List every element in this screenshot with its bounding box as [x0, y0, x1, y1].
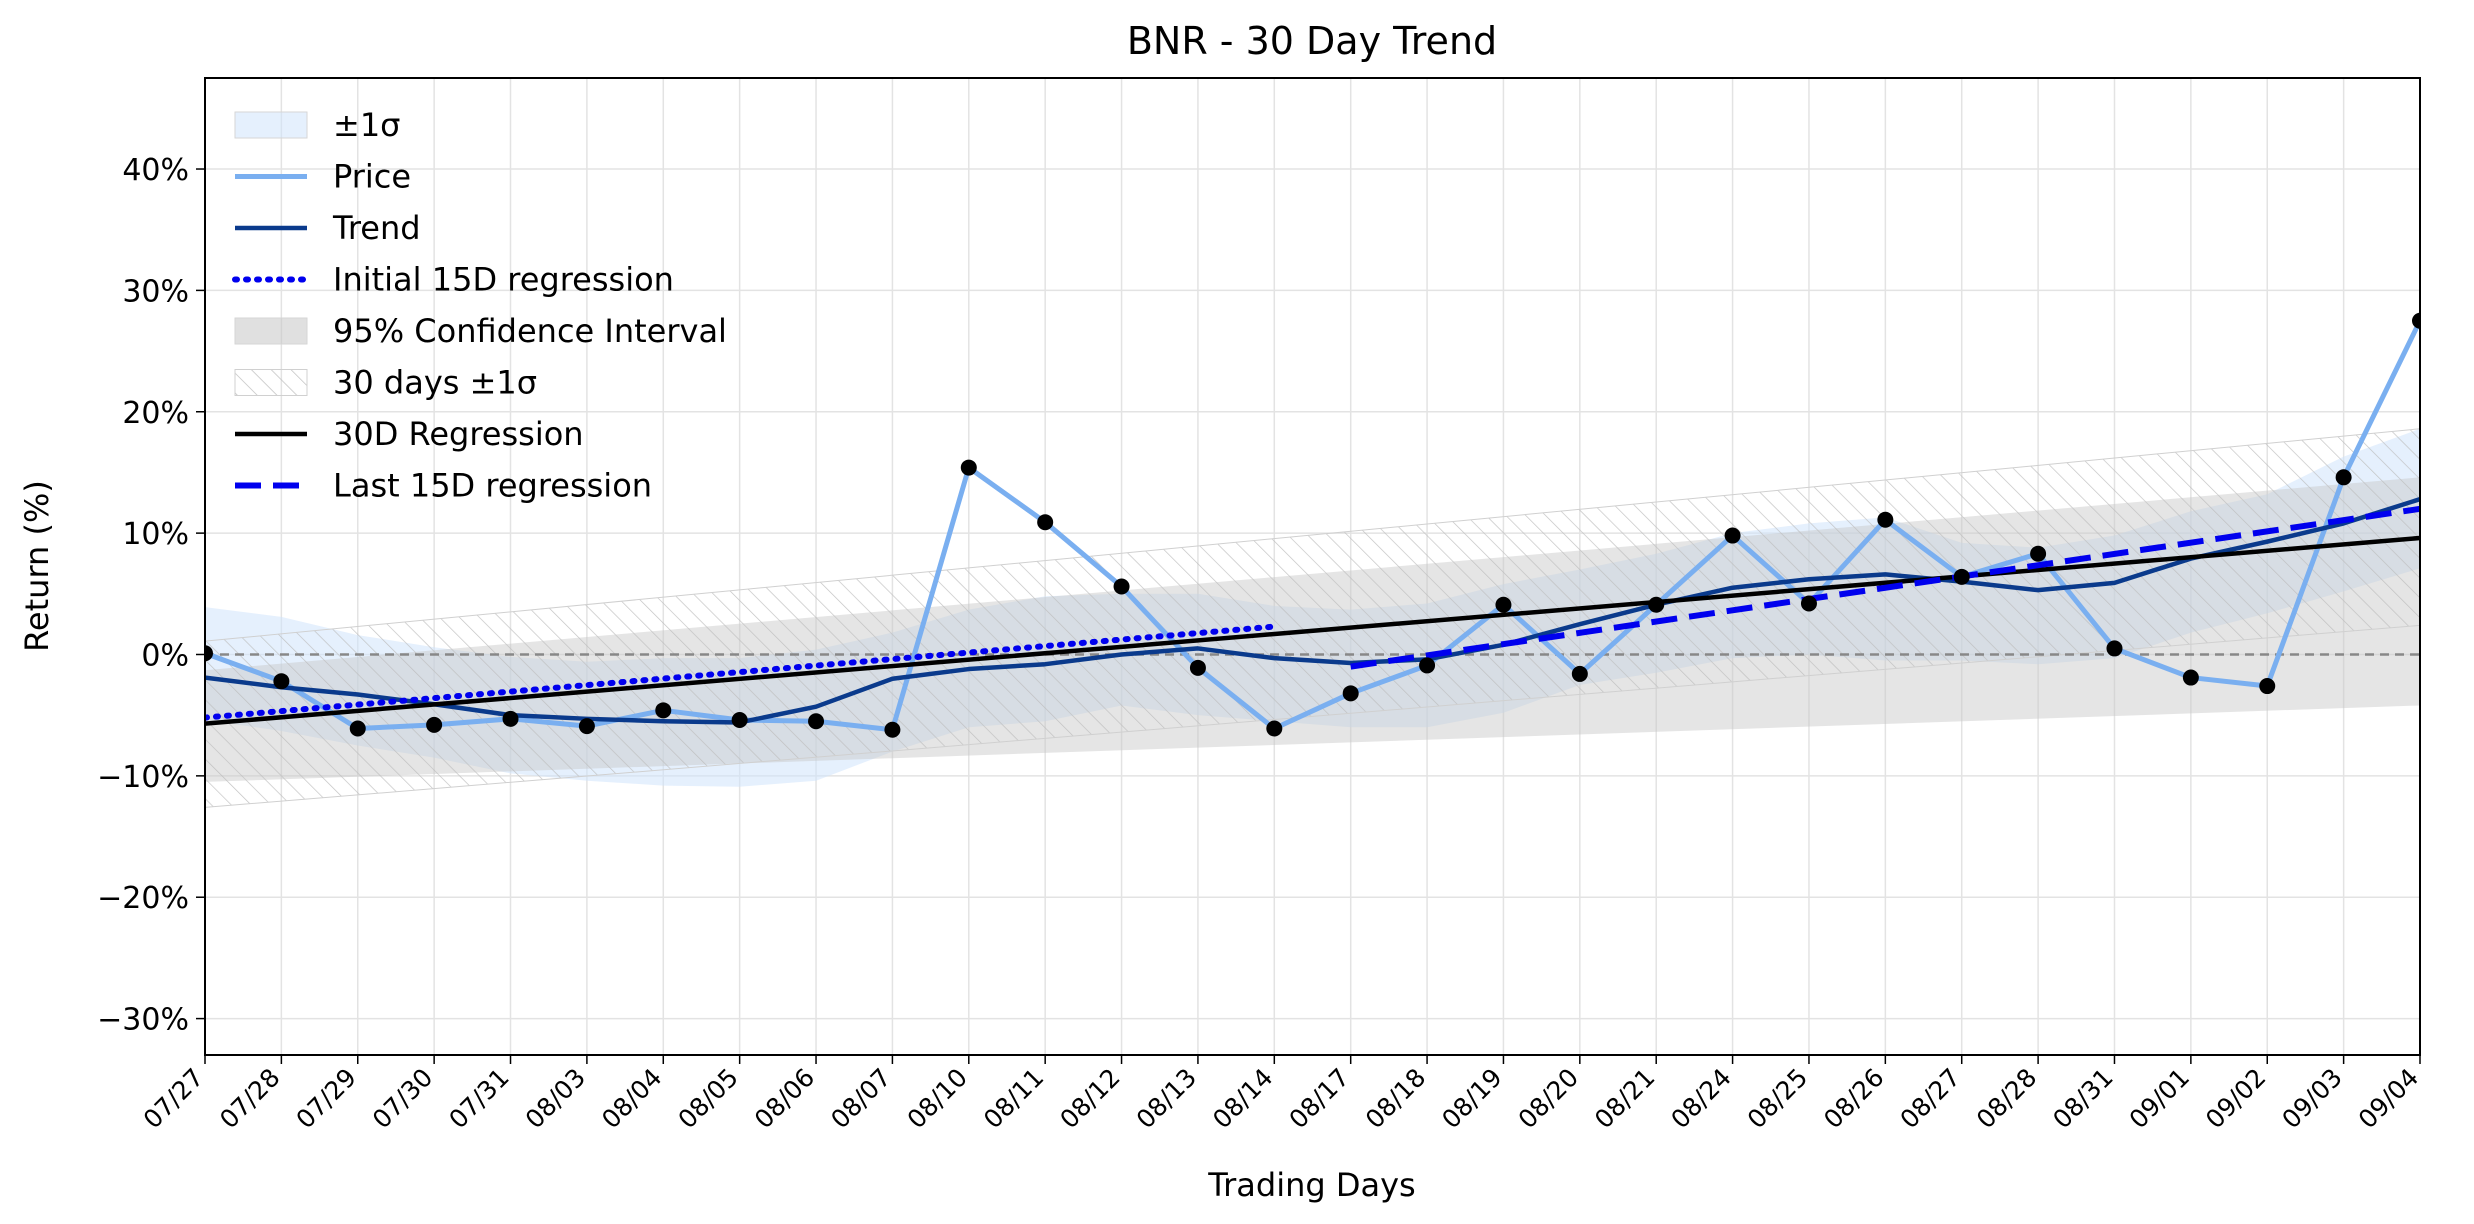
price-point: [2412, 312, 2420, 329]
30d-regression-line: [205, 535, 2420, 726]
price-point: [1266, 720, 1283, 737]
x-tick-label: 09/02: [2200, 1063, 2271, 1134]
legend-label: 30D Regression: [333, 415, 584, 453]
x-tick-label: 08/05: [672, 1063, 743, 1134]
x-tick-label: 08/19: [1436, 1063, 1507, 1134]
price-point: [2106, 640, 2123, 657]
price-point: [1189, 659, 1206, 676]
y-axis-label: Return (%): [18, 480, 56, 652]
price-point: [1113, 578, 1130, 595]
price-point: [1419, 657, 1436, 674]
price-point: [808, 713, 825, 730]
x-tick-label: 08/11: [978, 1063, 1049, 1134]
price-point: [349, 720, 366, 737]
price-point: [2030, 545, 2047, 562]
y-tick-label: −20%: [97, 881, 189, 916]
legend-label: 95% Confidence Interval: [333, 312, 727, 350]
legend-label: Trend: [332, 209, 421, 247]
price-point: [273, 673, 290, 690]
plot-frame: [204, 77, 2421, 1056]
y-tick-label: 10%: [122, 517, 189, 552]
legend-swatch: [234, 369, 308, 396]
x-tick-label: 08/03: [520, 1063, 591, 1134]
x-tick-label: 07/30: [367, 1063, 438, 1134]
y-tick-label: 0%: [141, 638, 189, 673]
x-axis-label: Trading Days: [1207, 1166, 1415, 1204]
price-point: [960, 459, 977, 476]
legend-swatch: [234, 317, 308, 345]
x-tick-label: 08/18: [1360, 1063, 1431, 1134]
x-tick-label: 08/28: [1971, 1063, 2042, 1134]
price-point: [1571, 665, 1588, 682]
price-point: [2259, 678, 2276, 695]
x-axis-ticks: 07/27 07/28 07/29 07/30 07/31 08/03 08/04 08/05…: [138, 1055, 2424, 1134]
x-tick-label: 08/10: [902, 1063, 973, 1134]
price-point: [655, 702, 672, 719]
x-tick-label: 08/17: [1283, 1063, 1354, 1134]
x-tick-label: 08/07: [825, 1063, 896, 1134]
legend-label: Price: [333, 158, 411, 196]
x-tick-label: 08/14: [1207, 1063, 1278, 1134]
trend-line: [205, 496, 2420, 725]
x-tick-label: 08/20: [1513, 1063, 1584, 1134]
x-tick-label: 08/25: [1742, 1063, 1813, 1134]
legend-label: ±1σ: [333, 106, 400, 144]
y-tick-label: 30%: [122, 274, 189, 309]
x-tick-label: 08/24: [1665, 1063, 1736, 1134]
price-point: [1495, 596, 1512, 613]
price-point: [578, 718, 595, 735]
markers: [205, 312, 2420, 738]
price-point: [426, 716, 443, 733]
plot-area: [205, 312, 2420, 808]
price-point: [1648, 596, 1665, 613]
y-axis-ticks: −30% −20% −10% 0% 10% 20% 30% 40%: [97, 153, 205, 1038]
x-tick-label: 08/21: [1589, 1063, 1660, 1134]
x-tick-label: 08/27: [1895, 1063, 1966, 1134]
last-15d-regression-line: [1350, 505, 2420, 670]
x-tick-label: 07/27: [138, 1063, 209, 1134]
price-point: [731, 712, 748, 729]
y-tick-label: 20%: [122, 396, 189, 431]
price-point: [884, 721, 901, 738]
x-tick-label: 09/01: [2124, 1063, 2195, 1134]
x-tick-label: 08/06: [749, 1063, 820, 1134]
x-tick-label: 07/29: [291, 1063, 362, 1134]
chart-title: BNR - 30 Day Trend: [1127, 19, 1497, 63]
price-point: [1037, 514, 1054, 531]
x-tick-label: 07/31: [443, 1063, 514, 1134]
x-tick-label: 08/26: [1818, 1063, 1889, 1134]
price-point: [1800, 595, 1817, 612]
legend: ±1σ Price Trend Initial 15D regression 95% C…: [232, 106, 727, 505]
initial-15d-regression-line: [205, 623, 1278, 721]
x-tick-label: 09/04: [2353, 1063, 2424, 1134]
price-point: [502, 710, 519, 727]
lines: [205, 319, 2420, 733]
y-tick-label: −30%: [97, 1003, 189, 1038]
thirty-day-sigma-band: [205, 428, 2420, 808]
x-tick-label: 08/12: [1054, 1063, 1125, 1134]
x-tick-label: 08/13: [1131, 1063, 1202, 1134]
x-tick-label: 07/28: [214, 1063, 285, 1134]
x-tick-label: 08/04: [596, 1063, 667, 1134]
price-point: [1342, 685, 1359, 702]
legend-swatch: [234, 111, 308, 139]
price-point: [205, 645, 213, 662]
price-point: [1724, 527, 1741, 544]
legend-label: Initial 15D regression: [333, 261, 674, 299]
legend-label: Last 15D regression: [333, 467, 652, 505]
y-tick-label: −10%: [97, 760, 189, 795]
y-tick-label: 40%: [122, 153, 189, 188]
legend-label: 30 days ±1σ: [333, 364, 537, 402]
price-point: [1953, 568, 1970, 585]
price-point: [1877, 511, 1894, 528]
x-tick-label: 08/31: [2047, 1063, 2118, 1134]
x-tick-label: 09/03: [2276, 1063, 2347, 1134]
price-point: [2335, 469, 2352, 486]
price-point: [2182, 669, 2199, 686]
